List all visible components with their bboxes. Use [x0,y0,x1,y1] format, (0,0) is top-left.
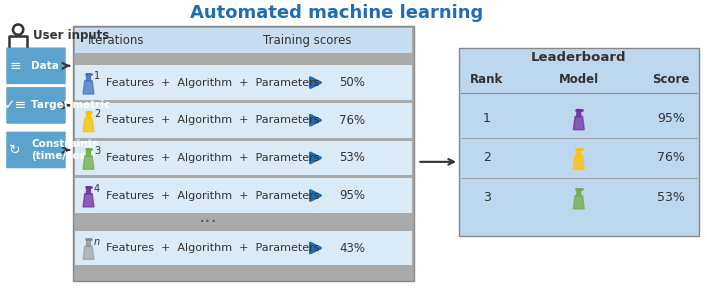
Text: ≡: ≡ [9,59,21,73]
Polygon shape [83,119,94,132]
FancyBboxPatch shape [75,65,412,100]
Text: 53%: 53% [339,151,365,164]
Text: 53%: 53% [657,191,685,204]
Polygon shape [577,110,581,117]
Text: Features  +  Algorithm  +  Parameters: Features + Algorithm + Parameters [106,243,320,253]
FancyBboxPatch shape [6,47,66,84]
FancyBboxPatch shape [75,103,412,138]
Text: 2: 2 [483,151,491,164]
Polygon shape [86,74,90,81]
Text: 50%: 50% [339,76,365,89]
Text: 1: 1 [483,112,491,125]
Polygon shape [83,81,94,94]
Text: User inputs: User inputs [33,29,110,42]
Text: Features  +  Algorithm  +  Parameters: Features + Algorithm + Parameters [106,153,320,163]
FancyBboxPatch shape [75,231,412,265]
FancyBboxPatch shape [75,178,412,213]
Text: 3: 3 [94,147,100,157]
Text: 76%: 76% [339,114,366,127]
Polygon shape [86,187,90,194]
FancyBboxPatch shape [73,26,414,281]
FancyBboxPatch shape [6,132,66,168]
FancyBboxPatch shape [459,48,699,236]
Text: Score: Score [653,73,689,86]
Text: Data: Data [31,61,59,71]
Text: Training scores: Training scores [263,34,351,47]
Text: 95%: 95% [657,112,685,125]
FancyBboxPatch shape [75,140,412,175]
Polygon shape [573,196,584,209]
Polygon shape [83,194,94,207]
Polygon shape [86,239,90,246]
Text: 4: 4 [94,184,100,194]
Text: Target metric: Target metric [31,100,110,110]
Text: 2: 2 [94,109,100,119]
Text: n: n [94,237,100,246]
Polygon shape [86,149,90,156]
Text: 95%: 95% [339,189,365,202]
Text: Leaderboard: Leaderboard [531,51,626,64]
Polygon shape [577,149,581,156]
FancyBboxPatch shape [6,87,66,124]
Polygon shape [86,112,90,119]
Text: ...: ... [199,207,218,226]
Text: 1: 1 [94,71,100,81]
Text: 43%: 43% [339,241,365,255]
Text: Model: Model [559,73,599,86]
FancyBboxPatch shape [75,28,412,53]
Polygon shape [573,117,584,130]
Polygon shape [83,246,94,259]
Text: Constraints
(time/cost): Constraints (time/cost) [31,139,99,161]
Text: ✓≡: ✓≡ [4,98,27,112]
Text: Features  +  Algorithm  +  Parameters: Features + Algorithm + Parameters [106,115,320,125]
Text: 76%: 76% [657,151,685,164]
Text: Iterations: Iterations [88,34,144,47]
Text: Features  +  Algorithm  +  Parameters: Features + Algorithm + Parameters [106,78,320,88]
Polygon shape [573,156,584,169]
Polygon shape [577,189,581,196]
Polygon shape [83,156,94,169]
Text: ↻: ↻ [9,143,21,157]
Text: Rank: Rank [470,73,503,86]
Text: Automated machine learning: Automated machine learning [190,4,484,22]
Text: 3: 3 [483,191,491,204]
Text: Features  +  Algorithm  +  Parameters: Features + Algorithm + Parameters [106,190,320,201]
